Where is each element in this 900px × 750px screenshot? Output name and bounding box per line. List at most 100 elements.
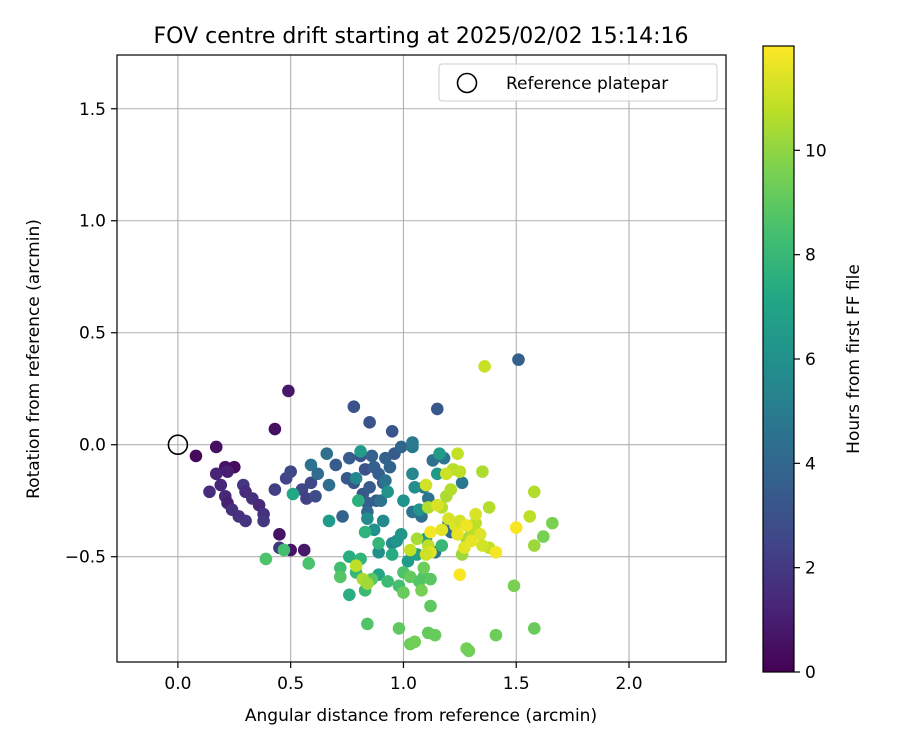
data-point bbox=[343, 451, 356, 465]
data-point bbox=[469, 507, 482, 521]
data-point bbox=[451, 447, 464, 460]
data-point bbox=[363, 416, 376, 429]
colorbar-tick-label: 10 bbox=[805, 141, 827, 161]
data-point bbox=[435, 523, 449, 537]
legend: Reference platepar bbox=[438, 63, 718, 102]
data-point bbox=[284, 465, 297, 478]
data-point bbox=[455, 476, 469, 490]
data-point bbox=[460, 519, 473, 532]
data-point bbox=[546, 516, 559, 530]
data-point bbox=[257, 514, 270, 528]
data-point bbox=[381, 575, 394, 588]
data-point bbox=[397, 586, 410, 599]
data-point bbox=[363, 480, 376, 494]
data-point bbox=[394, 528, 408, 541]
data-point bbox=[424, 525, 437, 539]
data-point bbox=[221, 465, 234, 478]
data-point bbox=[507, 579, 521, 593]
data-point bbox=[424, 572, 437, 586]
x-tick-label: 1.5 bbox=[503, 674, 530, 694]
data-point bbox=[406, 467, 419, 481]
legend-marker-reference bbox=[456, 72, 478, 94]
colorbar-tick-label: 2 bbox=[805, 559, 816, 579]
colorbar-label: Hours from first FF file bbox=[844, 264, 864, 454]
y-tick-label: 0.5 bbox=[79, 324, 106, 344]
data-point bbox=[354, 445, 367, 458]
data-point bbox=[406, 436, 419, 449]
data-point bbox=[451, 528, 464, 541]
data-point bbox=[392, 622, 406, 635]
data-points bbox=[189, 353, 559, 658]
data-point bbox=[277, 543, 291, 557]
data-point bbox=[419, 548, 433, 561]
data-point bbox=[372, 545, 385, 559]
data-point bbox=[453, 568, 467, 581]
data-point bbox=[385, 548, 399, 561]
data-point bbox=[343, 550, 356, 564]
data-point bbox=[523, 510, 537, 523]
data-point bbox=[433, 447, 446, 460]
x-axis-label: Angular distance from reference (arcmin) bbox=[245, 706, 597, 726]
data-point bbox=[361, 617, 374, 631]
data-point bbox=[440, 467, 453, 481]
data-point bbox=[453, 465, 467, 478]
data-point bbox=[336, 510, 349, 523]
data-point bbox=[489, 628, 503, 642]
data-point bbox=[428, 628, 442, 642]
data-point bbox=[509, 521, 523, 534]
data-point bbox=[374, 494, 388, 508]
reference-platepar-marker bbox=[167, 434, 189, 456]
data-point bbox=[365, 449, 379, 463]
data-point bbox=[349, 559, 363, 572]
data-point bbox=[343, 588, 356, 602]
data-point bbox=[322, 478, 336, 492]
y-axis-label: Rotation from reference (arcmin) bbox=[24, 219, 44, 499]
data-point bbox=[435, 539, 449, 552]
y-tick-label: 1.5 bbox=[79, 100, 106, 120]
data-point bbox=[430, 467, 444, 481]
data-point bbox=[527, 539, 541, 552]
data-point bbox=[489, 545, 503, 559]
data-point bbox=[424, 599, 437, 613]
data-point bbox=[214, 478, 228, 492]
data-point bbox=[189, 449, 203, 463]
data-point bbox=[358, 525, 372, 539]
colorbar-tick-label: 8 bbox=[805, 246, 816, 266]
data-point bbox=[403, 543, 417, 557]
colorbar-gradient bbox=[762, 45, 795, 673]
colorbar-ticks: 0 2 4 6 8 10 bbox=[794, 141, 827, 683]
data-point bbox=[203, 485, 216, 499]
y-tick-label: 1.0 bbox=[79, 212, 106, 232]
data-point bbox=[527, 622, 541, 635]
y-tick-label: −0.5 bbox=[65, 548, 106, 568]
data-point bbox=[444, 483, 458, 496]
data-point bbox=[259, 552, 273, 566]
data-point bbox=[473, 528, 487, 541]
legend-label-reference: Reference platepar bbox=[506, 74, 668, 94]
data-point bbox=[408, 480, 422, 494]
data-point bbox=[361, 512, 374, 525]
colorbar-tick-label: 4 bbox=[805, 454, 816, 474]
data-point bbox=[334, 570, 347, 584]
data-point bbox=[401, 554, 415, 568]
data-point bbox=[419, 478, 433, 492]
data-point bbox=[372, 536, 385, 550]
data-point bbox=[286, 487, 300, 501]
data-point bbox=[430, 498, 444, 512]
data-point bbox=[417, 561, 431, 575]
data-point bbox=[361, 577, 374, 590]
x-tick-label: 2.0 bbox=[615, 674, 642, 694]
data-point bbox=[282, 384, 295, 398]
data-point bbox=[415, 584, 428, 597]
data-point bbox=[311, 467, 325, 481]
y-tick-label: 0.0 bbox=[79, 436, 106, 456]
data-point bbox=[376, 514, 390, 528]
data-point bbox=[349, 472, 363, 485]
x-tick-label: 0.5 bbox=[277, 674, 304, 694]
data-point bbox=[383, 460, 397, 474]
data-point bbox=[239, 514, 252, 528]
data-point bbox=[397, 494, 410, 508]
data-point bbox=[320, 447, 334, 460]
data-point bbox=[209, 467, 223, 481]
